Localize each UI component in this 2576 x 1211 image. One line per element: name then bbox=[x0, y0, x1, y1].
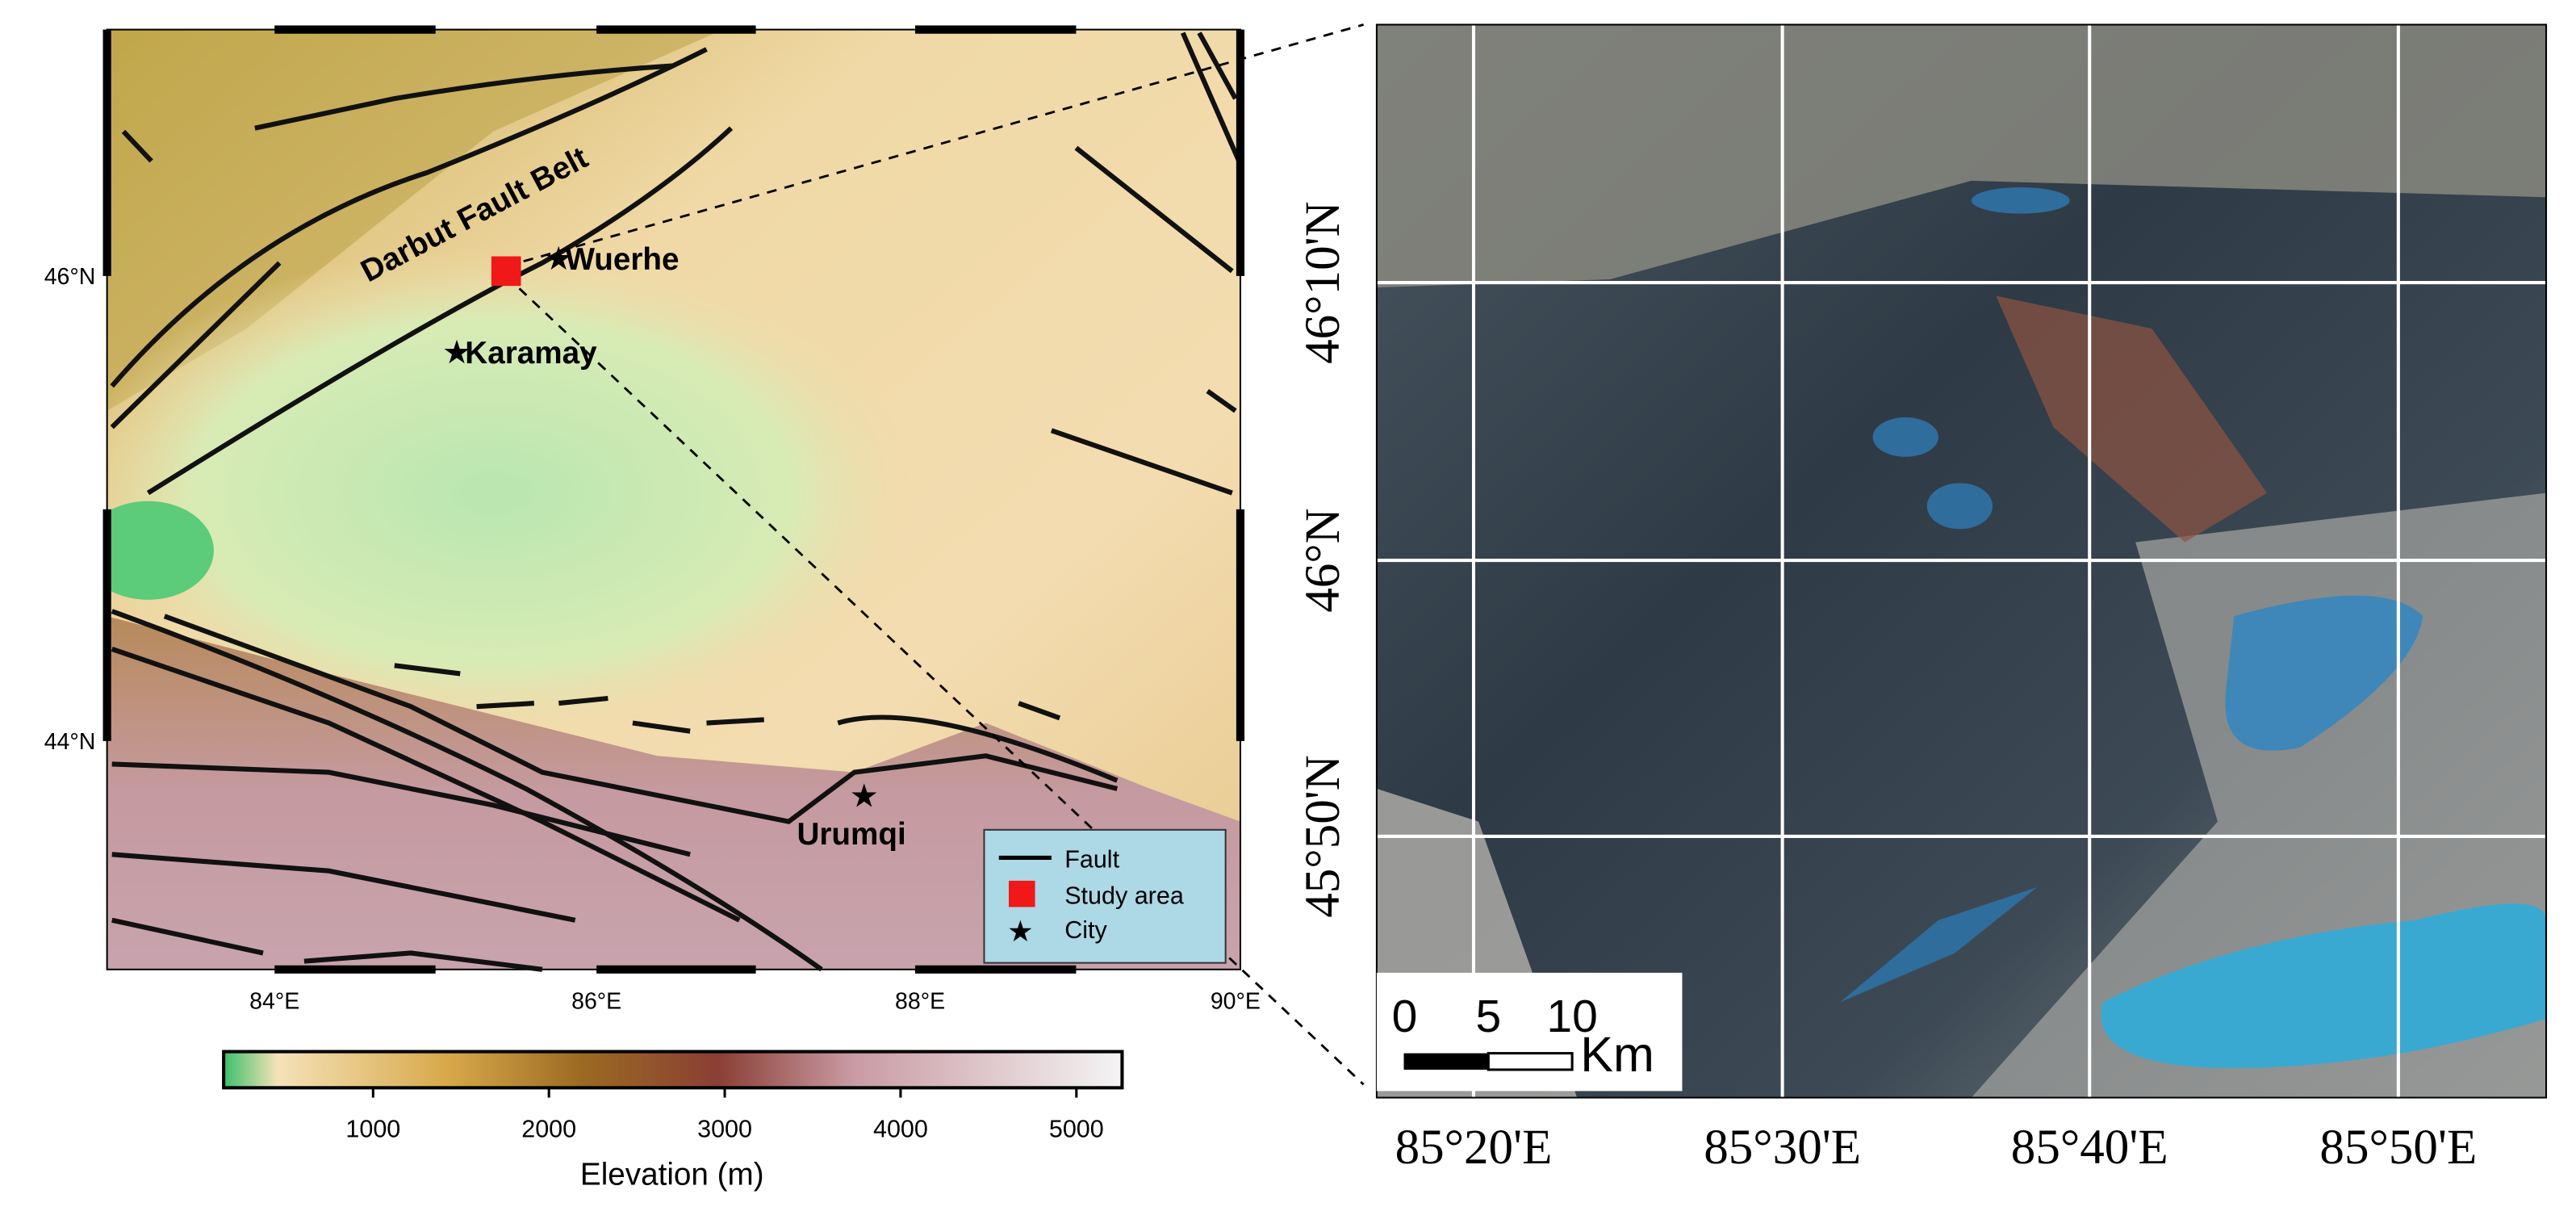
fault-line bbox=[1180, 31, 1243, 166]
place-label: Karamay bbox=[465, 336, 597, 371]
city-star: ★ bbox=[442, 333, 471, 371]
lat-label: 46°N bbox=[44, 264, 96, 290]
city-star: ★ bbox=[544, 240, 573, 277]
elevation-map bbox=[107, 29, 1240, 970]
colorbar-tick-label: 4000 bbox=[873, 1115, 928, 1142]
fault-line bbox=[632, 720, 691, 734]
scale-label: 5 bbox=[1475, 991, 1501, 1042]
lat-label: 46°10'N bbox=[1296, 201, 1350, 364]
legend-label: City bbox=[1064, 916, 1107, 944]
fault-line bbox=[558, 695, 608, 706]
fault-line bbox=[111, 609, 823, 972]
scale-unit: Km bbox=[1580, 1027, 1654, 1082]
place-label: Urumqi bbox=[797, 817, 905, 852]
scale-label: 10 bbox=[1546, 991, 1597, 1042]
lon-label: 90°E bbox=[1211, 989, 1261, 1015]
fault-line bbox=[121, 129, 153, 163]
fault-line bbox=[303, 950, 543, 972]
wetland bbox=[1996, 295, 2268, 543]
legend-label: Study area bbox=[1064, 882, 1184, 909]
colorbar-tick-label: 1000 bbox=[345, 1115, 400, 1142]
basin bbox=[107, 246, 920, 740]
image-frame bbox=[1375, 23, 2548, 1099]
zoom-line bbox=[505, 23, 1365, 268]
colorbar bbox=[222, 1050, 1124, 1090]
legend-city-symbol: ★ bbox=[1007, 915, 1034, 948]
colorbar-tick-label: 5000 bbox=[1049, 1115, 1104, 1142]
colorbar-title: Elevation (m) bbox=[580, 1157, 764, 1192]
lake bbox=[1872, 417, 1938, 457]
fault-line bbox=[1074, 145, 1234, 274]
lat-label: 46°N bbox=[1296, 508, 1350, 613]
legend-label: Fault bbox=[1064, 846, 1119, 874]
fault-line bbox=[111, 852, 576, 923]
lat-label: 45°50'N bbox=[1296, 755, 1350, 918]
fault-line bbox=[163, 614, 1119, 824]
city-star: ★ bbox=[850, 777, 879, 814]
desert bbox=[1376, 24, 2547, 288]
fault-line bbox=[111, 917, 264, 956]
fault-line bbox=[254, 63, 674, 131]
scale-segment bbox=[1404, 1053, 1489, 1070]
scale-bar-box bbox=[1376, 972, 1683, 1092]
fault-line bbox=[837, 714, 1119, 783]
lake bbox=[2225, 595, 2423, 751]
graticule bbox=[1376, 24, 2547, 1098]
colorbar-tick-label: 2000 bbox=[521, 1115, 576, 1142]
fault-line bbox=[1206, 388, 1237, 413]
fault-line bbox=[706, 717, 764, 726]
fault-line bbox=[1197, 31, 1238, 100]
scale-segment bbox=[1487, 1052, 1574, 1071]
lowland bbox=[107, 501, 214, 600]
legend-study-symbol bbox=[1009, 880, 1035, 907]
fault-line bbox=[111, 647, 741, 923]
lake bbox=[1971, 187, 2070, 214]
lon-label: 85°50'E bbox=[2319, 1121, 2477, 1175]
colorbar-tick-label: 3000 bbox=[697, 1115, 752, 1142]
fault-line bbox=[111, 761, 691, 857]
fault-line bbox=[394, 663, 461, 677]
lon-label: 85°40'E bbox=[2011, 1121, 2168, 1175]
fault-line bbox=[1050, 428, 1233, 496]
fault-line bbox=[476, 701, 534, 710]
lake bbox=[1839, 887, 2038, 1003]
lon-label: 86°E bbox=[571, 989, 621, 1015]
faults bbox=[110, 31, 1243, 972]
fault-line bbox=[1018, 701, 1061, 721]
fault-line bbox=[110, 261, 282, 430]
scale-label: 0 bbox=[1392, 991, 1418, 1042]
lat-label: 44°N bbox=[44, 729, 96, 755]
study-area bbox=[491, 256, 521, 287]
place-label: Wuerhe bbox=[565, 242, 679, 277]
lon-label: 84°E bbox=[249, 989, 299, 1015]
lake bbox=[1926, 483, 1993, 530]
fault-line bbox=[110, 47, 708, 388]
lon-label: 85°20'E bbox=[1395, 1121, 1553, 1175]
lon-label: 88°E bbox=[895, 989, 945, 1015]
lon-label: 85°30'E bbox=[1704, 1121, 1861, 1175]
lake bbox=[2101, 903, 2547, 1068]
